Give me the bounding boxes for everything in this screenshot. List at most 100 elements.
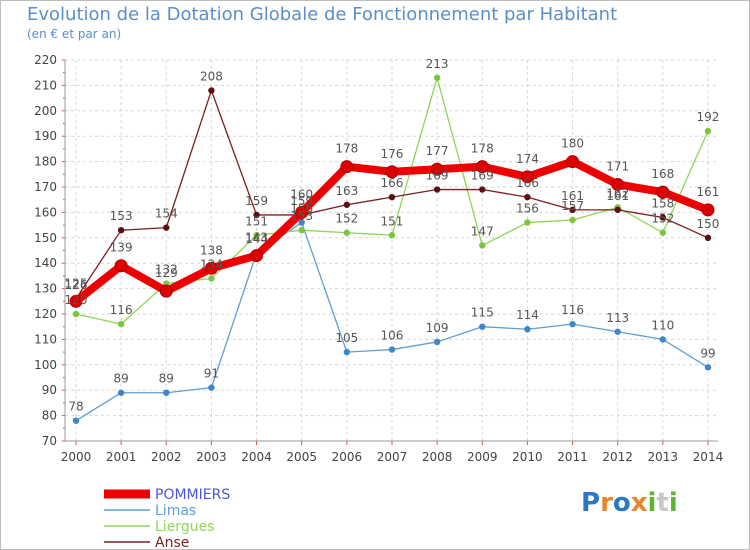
data-label-pommiers: 177	[426, 144, 449, 158]
data-point-limas	[704, 364, 712, 371]
x-tick-label: 2011	[557, 450, 588, 464]
data-label-anse: 163	[335, 184, 358, 198]
data-label-limas: 109	[426, 321, 449, 335]
x-tick-label: 2009	[467, 450, 498, 464]
data-label-liergues: 151	[245, 214, 268, 228]
data-point-liergues	[479, 242, 486, 249]
data-label-liergues: 132	[155, 263, 178, 277]
legend-label-liergues: Liergues	[155, 519, 214, 535]
data-label-liergues: 152	[335, 212, 358, 226]
data-label-anse: 153	[110, 209, 133, 223]
y-tick-label: 170	[34, 180, 57, 194]
x-tick-label: 2000	[61, 450, 92, 464]
x-tick-label: 2012	[602, 450, 633, 464]
data-point-pommiers	[656, 185, 670, 199]
data-label-liergues: 147	[471, 224, 494, 238]
data-label-limas: 116	[561, 303, 584, 317]
data-label-pommiers: 168	[651, 167, 674, 181]
axis-layer: 7080901001101201301401501601701801902002…	[34, 53, 723, 464]
data-point-liergues	[343, 229, 351, 236]
data-label-anse: 154	[155, 207, 178, 221]
data-label-pommiers: 176	[381, 147, 404, 161]
data-label-liergues: 134	[200, 257, 223, 271]
y-tick-label: 100	[34, 358, 57, 372]
data-point-liergues	[72, 310, 80, 318]
data-point-liergues	[569, 216, 576, 224]
data-label-anse: 161	[606, 189, 629, 203]
x-tick-label: 2010	[512, 450, 543, 464]
data-point-anse	[208, 87, 215, 94]
data-label-limas: 89	[159, 372, 174, 386]
y-tick-label: 190	[34, 129, 57, 143]
data-point-anse	[253, 211, 260, 219]
data-point-limas	[388, 346, 396, 353]
y-tick-label: 160	[34, 205, 57, 219]
data-point-liergues	[208, 275, 215, 282]
data-point-anse	[433, 186, 441, 193]
data-label-limas: 144	[245, 232, 268, 246]
data-point-limas	[569, 320, 576, 328]
data-label-liergues: 120	[65, 293, 88, 307]
data-point-anse	[614, 206, 621, 214]
data-label-anse: 166	[516, 176, 539, 190]
series-layer	[69, 74, 715, 424]
data-label-limas: 78	[68, 400, 83, 414]
data-point-anse	[479, 186, 486, 193]
y-tick-label: 90	[42, 383, 57, 397]
data-label-limas: 110	[651, 318, 674, 332]
grid-layer	[65, 59, 718, 442]
proxiti-logo: Proxiti	[581, 488, 678, 518]
data-label-anse: 159	[245, 194, 268, 208]
data-point-limas	[614, 328, 621, 335]
data-point-anse	[388, 193, 396, 201]
data-point-pommiers	[250, 249, 264, 263]
data-label-pommiers: 161	[697, 185, 720, 199]
data-point-anse	[704, 234, 712, 241]
data-label-anse: 169	[426, 169, 449, 183]
legend-label-anse: Anse	[155, 535, 189, 550]
data-label-liergues: 157	[561, 199, 584, 213]
x-tick-label: 2004	[241, 450, 272, 464]
legend-label-pommiers: POMMIERS	[155, 487, 230, 503]
chart-title: Evolution de la Dotation Globale de Fonc…	[27, 4, 618, 25]
data-label-limas: 106	[381, 329, 404, 343]
data-point-pommiers	[701, 203, 715, 217]
data-point-anse	[117, 226, 125, 234]
y-tick-label: 180	[34, 155, 57, 169]
data-point-pommiers	[385, 165, 399, 179]
x-tick-label: 2005	[286, 450, 317, 464]
data-point-liergues	[524, 219, 531, 226]
data-point-limas	[659, 336, 667, 343]
chart-subtitle: (en € et par an)	[27, 27, 122, 41]
data-point-liergues	[659, 229, 667, 236]
y-tick-label: 220	[34, 53, 57, 67]
x-tick-label: 2006	[332, 450, 363, 464]
data-point-pommiers	[520, 170, 534, 184]
data-label-liergues: 153	[290, 209, 313, 223]
data-point-limas	[479, 323, 486, 330]
data-point-limas	[298, 219, 305, 226]
data-label-pommiers: 171	[606, 159, 629, 173]
data-point-limas	[524, 326, 531, 333]
data-point-limas	[163, 389, 170, 396]
y-tick-label: 80	[42, 409, 57, 423]
data-label-liergues: 151	[381, 214, 404, 228]
data-label-anse: 166	[381, 176, 404, 190]
data-point-pommiers	[340, 160, 354, 174]
data-point-anse	[659, 214, 667, 221]
y-tick-label: 210	[34, 78, 57, 92]
x-tick-label: 2008	[422, 450, 453, 464]
data-point-pommiers	[566, 155, 580, 169]
data-label-anse: 126	[65, 278, 88, 292]
y-tick-label: 140	[34, 256, 57, 270]
y-tick-label: 150	[34, 231, 57, 245]
data-point-liergues	[388, 232, 396, 239]
data-label-anse: 158	[651, 196, 674, 210]
x-tick-label: 2013	[648, 450, 679, 464]
data-point-anse	[524, 193, 531, 201]
data-label-pommiers: 174	[516, 152, 539, 166]
data-label-pommiers: 180	[561, 137, 584, 151]
data-label-pommiers: 178	[471, 142, 494, 156]
data-label-limas: 89	[113, 372, 128, 386]
data-point-anse	[569, 206, 576, 214]
